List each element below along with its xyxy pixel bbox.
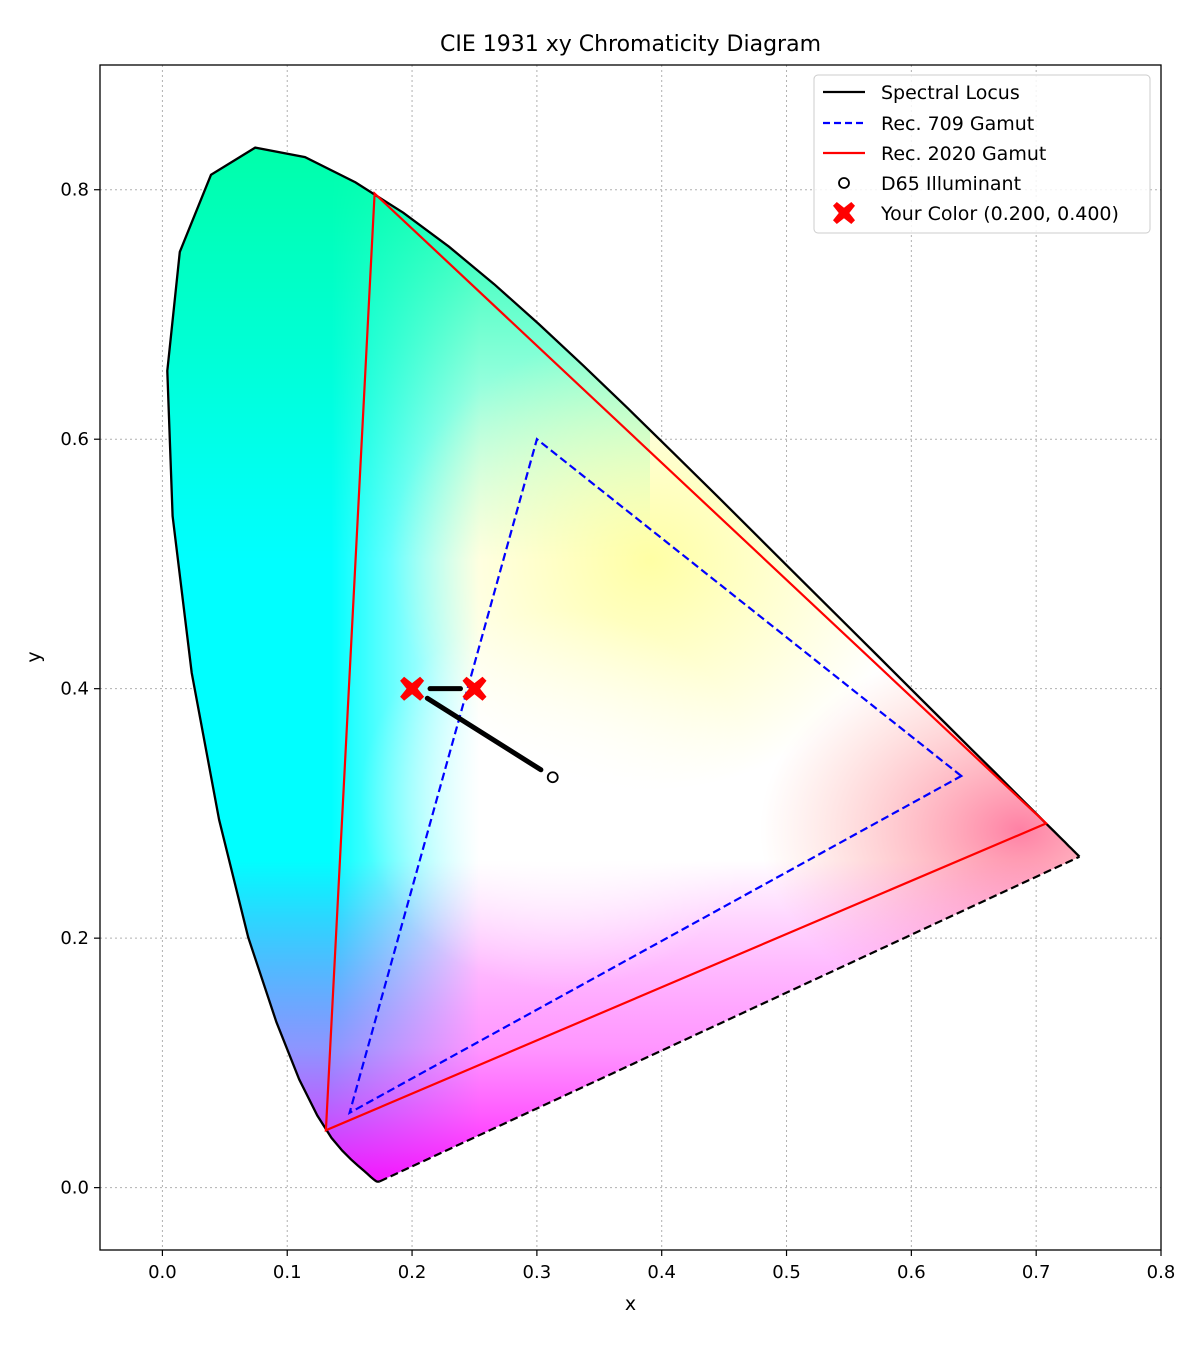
x-tick-label: 0.8 (1147, 1262, 1176, 1283)
legend-label-rec709: Rec. 709 Gamut (881, 113, 1034, 135)
chart-title: CIE 1931 xy Chromaticity Diagram (440, 32, 821, 57)
y-tick-label: 0.0 (60, 1178, 89, 1199)
fill-white (167, 147, 1080, 1182)
y-tick-label: 0.2 (60, 928, 89, 949)
locus-color-fill (167, 147, 1080, 1182)
legend-label-rec2020: Rec. 2020 Gamut (881, 143, 1046, 165)
y-axis-label: y (23, 651, 45, 662)
legend-box (813, 74, 1151, 234)
x-axis-label: x (625, 1293, 636, 1315)
legend-label-spectral-locus: Spectral Locus (881, 82, 1020, 104)
rec2020-gamut-triangle (324, 191, 1049, 1133)
legend-label-your-color: Your Color (0.200, 0.400) (880, 203, 1119, 225)
series (166, 146, 1081, 1183)
y-tick-label: 0.4 (60, 679, 89, 700)
x-tick-label: 0.2 (398, 1262, 427, 1283)
rec709-gamut-triangle (347, 437, 964, 1116)
arrow-shaft (424, 695, 544, 773)
legend-handle-d65 (838, 177, 850, 189)
y-tick-label: 0.6 (60, 429, 89, 450)
your-color-marker (400, 676, 425, 701)
d65-point (546, 771, 559, 784)
x-tick-label: 0.6 (897, 1262, 926, 1283)
plot-frame (99, 64, 1162, 1251)
legend-handle-your-color (833, 202, 855, 224)
x-tick-label: 0.5 (772, 1262, 801, 1283)
x-tick-label: 0.4 (647, 1262, 676, 1283)
your-color-marker (462, 676, 487, 701)
x-tick-label: 0.7 (1022, 1262, 1051, 1283)
color-fill (167, 147, 1080, 1182)
x-tick-label: 0.3 (523, 1262, 552, 1283)
legend: Spectral Locus Rec. 709 Gamut Rec. 2020 … (813, 74, 1151, 234)
x-tick-label: 0.0 (148, 1262, 177, 1283)
purple-line (379, 855, 1080, 1183)
ticks: 0.0 0.1 0.2 0.3 0.4 0.5 0.6 0.7 0.8 0.0 0.2 0.4 0.6 0… (60, 180, 1175, 1283)
spectral-locus-line (166, 146, 1081, 1183)
x-tick-label: 0.1 (273, 1262, 302, 1283)
legend-label-d65: D65 Illuminant (881, 173, 1021, 195)
y-tick-label: 0.8 (60, 180, 89, 201)
